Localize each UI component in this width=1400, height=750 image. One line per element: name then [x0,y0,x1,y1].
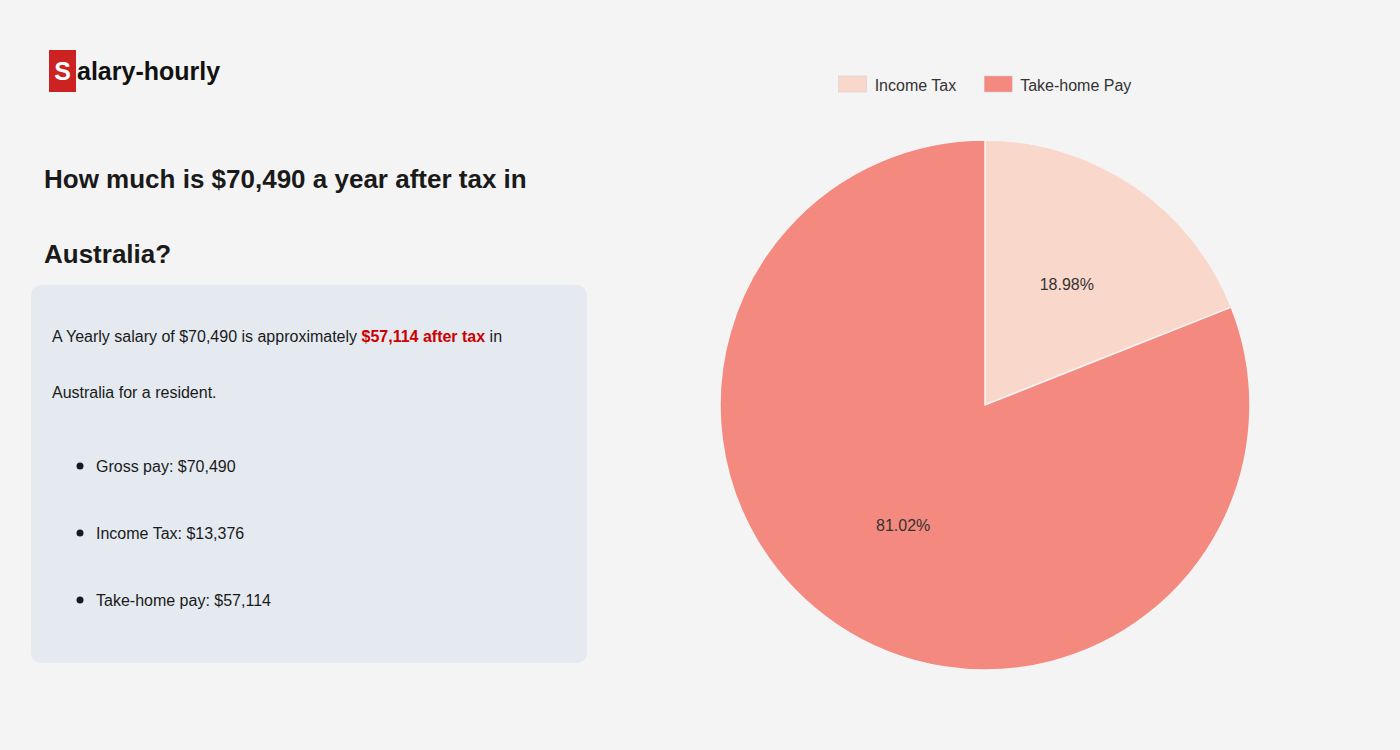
logo-letter: S [54,57,71,85]
info-box [31,285,587,663]
background [0,0,1400,750]
logo-text: alary-hourly [77,57,220,85]
slices [720,140,1250,670]
pie-slice [720,140,1250,670]
info-highlight: $57,114 after tax [362,328,486,345]
logo-box [49,50,76,92]
legend-label: Income Tax [875,77,957,94]
data-label: 81.02% [876,517,930,534]
pie: 18.98% 81.02% [720,140,1250,670]
legend-swatch [839,76,867,92]
logo: Salary-hourly [49,50,220,92]
legend-swatch [984,76,1012,92]
data-label: 18.98% [1040,276,1094,293]
bullet [77,597,84,604]
bullet-text: Take-home pay: $57,114 [96,592,271,609]
bullet [77,463,84,470]
legend-item: Income Tax [839,76,957,94]
info-text: in [485,328,502,345]
data-labels: 18.98% 81.02% [876,276,1094,534]
title: How much is $70,490 a year after tax in [44,164,527,194]
bullet-text: Gross pay: $70,490 [96,458,236,475]
legend-label: Take-home Pay [1020,77,1131,94]
title: Australia? [44,239,171,269]
bullet-text: Income Tax: $13,376 [96,525,244,542]
info-line: A Yearly salary of $70,490 is approximat… [52,328,502,345]
chart-canvas: Salary-hourly How much is $70,490 a year … [0,0,1400,750]
info-text: A Yearly salary of $70,490 is approximat… [52,328,362,345]
legend: Income Tax Take-home Pay [839,76,1132,94]
bullet [77,530,84,537]
legend-item: Take-home Pay [984,76,1131,94]
info-text: Australia for a resident. [52,384,217,401]
